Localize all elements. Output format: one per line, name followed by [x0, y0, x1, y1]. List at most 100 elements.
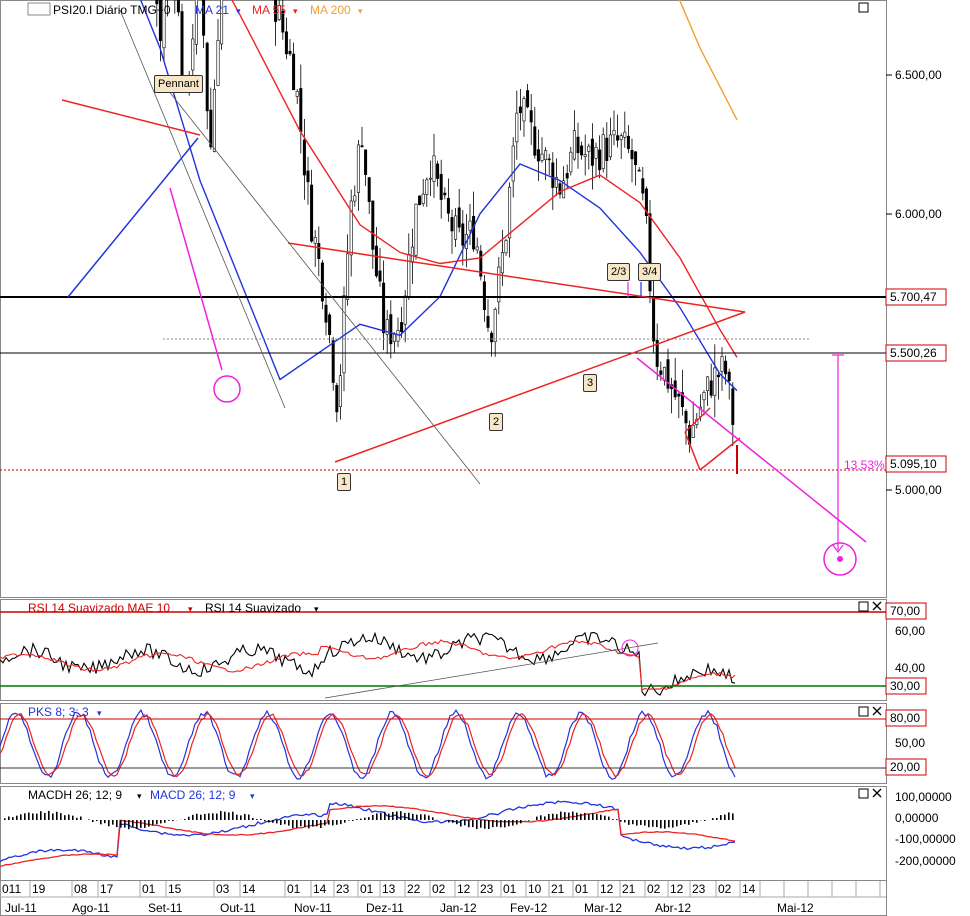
candle [526, 90, 530, 108]
pks-tick: 50,00 [895, 736, 925, 750]
pks-axis: 50,00 80,00 20,00 [885, 709, 927, 776]
macd-histogram-bar [472, 820, 474, 828]
candle [529, 110, 533, 123]
candle [583, 154, 587, 157]
macd-histogram-bar [36, 813, 38, 820]
x-day-label: 17 [100, 882, 114, 896]
macd-histogram-bar [516, 820, 518, 825]
wave-label: 2 [489, 413, 504, 431]
macd-histogram-bar [596, 814, 598, 820]
svg-text:▾: ▾ [236, 6, 241, 16]
macd-histogram-bar [468, 820, 470, 828]
macd-close-icon[interactable] [872, 788, 882, 798]
macd-histogram-bar [660, 820, 662, 829]
candle [274, 0, 278, 22]
x-axis-labels: 011 19 08 17 01 15 03 14 01 14 23 01 13 22 02 12 23 01 10 2… [0, 881, 881, 915]
macd-histogram-bar [544, 816, 546, 820]
candle [353, 195, 357, 202]
macd-histogram-bar [260, 818, 262, 820]
pks-close-icon[interactable] [872, 706, 882, 716]
x-day-label: 22 [407, 882, 421, 896]
candle [720, 356, 724, 372]
rsi-maximize-button[interactable] [858, 601, 869, 612]
candle [191, 38, 195, 71]
macd-histogram-bar [92, 820, 94, 823]
candle [680, 392, 684, 408]
rsi-title[interactable]: RSI 14 Suavizado [205, 601, 301, 615]
macd-histogram-bar [160, 820, 162, 824]
macd-histogram-bar [492, 820, 494, 828]
ma200-label[interactable]: MA 200 [310, 3, 351, 17]
candle [569, 151, 573, 173]
rsi-axis: 60,00 40,00 70,00 30,00 [885, 602, 927, 695]
candle [202, 0, 206, 36]
macd-histogram-bar [212, 813, 214, 820]
macd-tick: 100,00000 [895, 790, 952, 804]
x-day-label: 23 [480, 882, 494, 896]
rsi-title-mae[interactable]: RSI 14 Suavizado MAE 10 [28, 601, 170, 615]
macd-histogram-bar [264, 820, 266, 822]
x-month-label: Ago-11 [72, 901, 110, 915]
macd-histogram-bar [272, 820, 274, 823]
macd-tick: 0,00000 [895, 811, 939, 825]
macd-histogram-bar [364, 817, 366, 820]
macd-histogram-bar [636, 820, 638, 826]
rsi-header: RSI 14 Suavizado MAE 10 ▾ RSI 14 Suaviza… [28, 601, 319, 615]
macd-histogram-bar [240, 815, 242, 820]
macd-histogram-bar [164, 820, 166, 823]
macd-histogram-bar [728, 812, 730, 820]
macd-histogram-bar [136, 820, 138, 829]
x-day-label: 12 [670, 882, 684, 896]
macd-histogram-bar [716, 817, 718, 820]
wave-label: 2/3 [607, 263, 631, 281]
macd-histogram-bar [300, 820, 302, 827]
macd-maximize-button[interactable] [858, 788, 869, 799]
macd-histogram-bar [600, 814, 602, 820]
candle [727, 371, 731, 382]
pks-title[interactable]: PKS 8; 3; 3 [28, 705, 89, 719]
main-title: PSI20.I Diário TMG+0 [53, 3, 171, 17]
macd-histogram-bar [48, 810, 50, 820]
macd-histogram-bar [688, 820, 690, 825]
rsi-tick: 40,00 [895, 661, 925, 675]
macd-histogram-bar [448, 820, 450, 823]
macd-histogram-bar [252, 817, 254, 820]
wave-label: 3/4 [638, 263, 662, 281]
macd-histogram-bar [224, 811, 226, 820]
macdh-title[interactable]: MACDH 26; 12; 9 [28, 788, 122, 802]
ma21-label[interactable]: MA 21 [195, 3, 229, 17]
x-day-label: 12 [600, 882, 614, 896]
rsi-close-icon[interactable] [872, 601, 882, 611]
macd-histogram-bar [168, 820, 170, 821]
macd-title[interactable]: MACD 26; 12; 9 [150, 788, 236, 802]
macd-histogram-bar [76, 817, 78, 820]
ma55-label[interactable]: MA 55 [252, 3, 286, 17]
pks-maximize-button[interactable] [858, 706, 869, 717]
ma-line [139, 0, 738, 392]
candle [356, 144, 360, 193]
hline-label: 5.500,26 [890, 346, 937, 360]
x-day-label: 14 [242, 882, 256, 896]
macd-histogram-bar [72, 815, 74, 820]
x-day-label: 02 [718, 882, 732, 896]
macd-histogram-bar [384, 811, 386, 820]
maximize-button[interactable] [858, 2, 869, 13]
x-day-label: 21 [622, 882, 636, 896]
macd-histogram-bar [28, 812, 30, 820]
macd-panel [0, 786, 887, 881]
candle [205, 42, 209, 112]
candle [713, 367, 717, 396]
macd-histogram-bar [476, 820, 478, 829]
candle [511, 145, 515, 182]
macd-histogram-bar [576, 812, 578, 820]
macd-histogram-bar [52, 813, 54, 820]
macd-histogram-bar [560, 811, 562, 820]
x-day-label: 23 [336, 882, 350, 896]
pks-d-line [0, 712, 736, 778]
candle [540, 153, 544, 161]
macd-histogram-bar [88, 819, 90, 820]
candle [158, 0, 162, 42]
candle [457, 207, 461, 228]
macd-histogram-bar [116, 820, 118, 828]
